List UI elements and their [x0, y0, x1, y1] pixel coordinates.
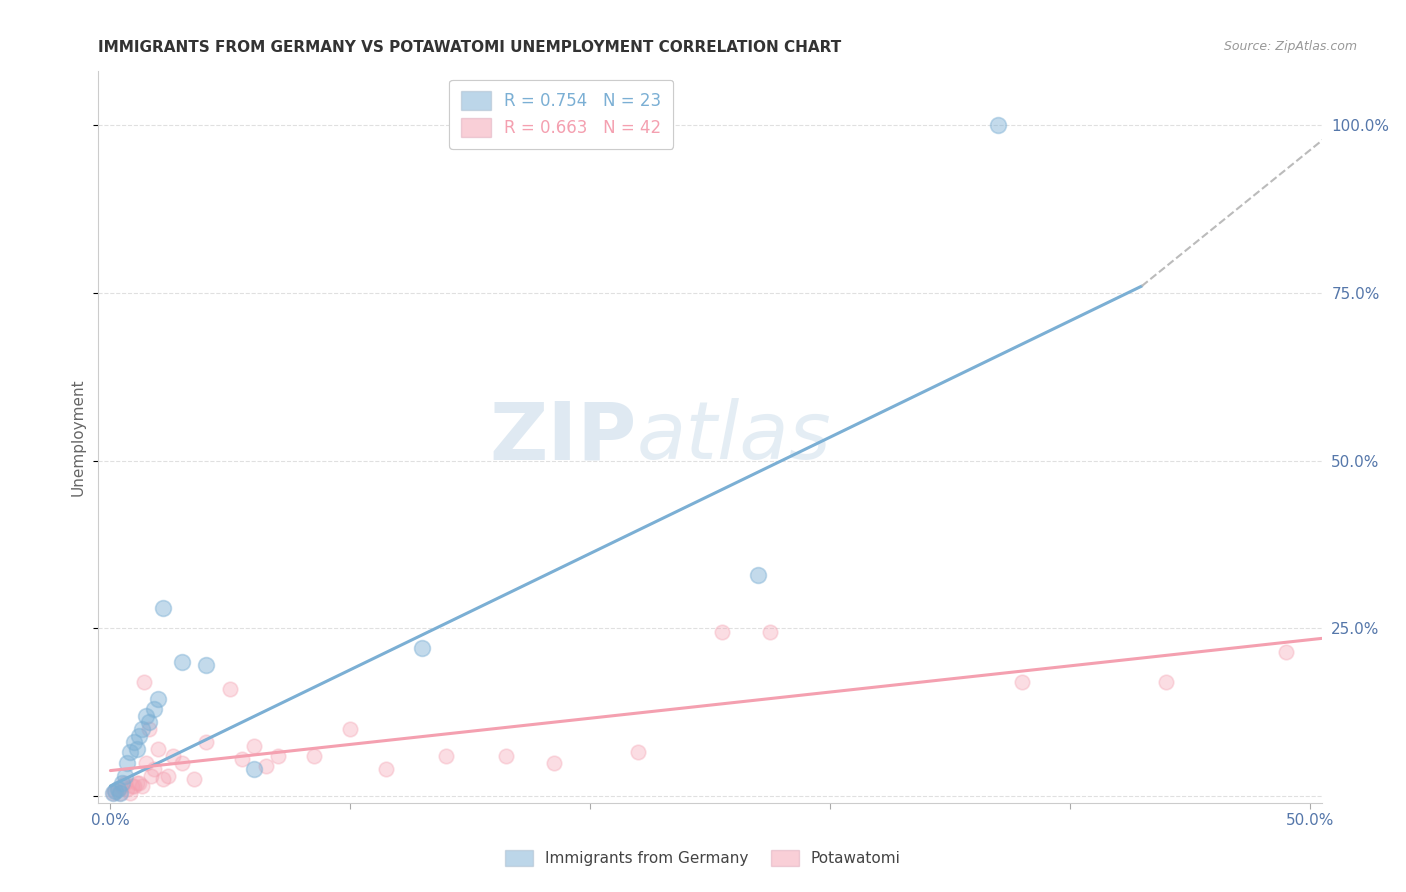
Point — [375, 762, 398, 776]
Point — [142, 702, 165, 716]
Point — [759, 624, 782, 639]
Point — [111, 775, 134, 789]
Point — [131, 779, 153, 793]
Point — [141, 769, 163, 783]
Point — [304, 748, 326, 763]
Point — [411, 641, 433, 656]
Point — [243, 762, 266, 776]
Point — [627, 746, 650, 760]
Point — [135, 756, 157, 770]
Point — [101, 786, 124, 800]
Point — [219, 681, 242, 696]
Point — [124, 779, 146, 793]
Point — [111, 779, 134, 793]
Point — [101, 786, 124, 800]
Point — [162, 748, 184, 763]
Point — [747, 567, 769, 582]
Point — [148, 691, 170, 706]
Point — [254, 759, 277, 773]
Point — [104, 783, 127, 797]
Point — [1011, 675, 1033, 690]
Point — [495, 748, 517, 763]
Point — [125, 775, 148, 789]
Point — [121, 779, 143, 793]
Point — [156, 769, 179, 783]
Y-axis label: Unemployment: Unemployment — [70, 378, 86, 496]
Point — [1154, 675, 1177, 690]
Point — [172, 756, 194, 770]
Point — [118, 786, 141, 800]
Point — [118, 746, 141, 760]
Point — [104, 783, 127, 797]
Point — [138, 715, 160, 730]
Point — [135, 708, 157, 723]
Point — [434, 748, 457, 763]
Point — [107, 782, 129, 797]
Point — [243, 739, 266, 753]
Point — [132, 675, 155, 690]
Text: Source: ZipAtlas.com: Source: ZipAtlas.com — [1223, 40, 1357, 54]
Point — [148, 742, 170, 756]
Point — [987, 118, 1010, 132]
Point — [142, 762, 165, 776]
Point — [114, 769, 136, 783]
Point — [107, 782, 129, 797]
Point — [172, 655, 194, 669]
Point — [115, 756, 138, 770]
Text: atlas: atlas — [637, 398, 831, 476]
Point — [183, 772, 205, 787]
Point — [1274, 645, 1296, 659]
Point — [711, 624, 734, 639]
Point — [543, 756, 565, 770]
Point — [128, 729, 150, 743]
Point — [108, 786, 131, 800]
Legend: R = 0.754   N = 23, R = 0.663   N = 42: R = 0.754 N = 23, R = 0.663 N = 42 — [450, 79, 673, 149]
Point — [195, 658, 218, 673]
Point — [152, 601, 174, 615]
Point — [108, 786, 131, 800]
Point — [128, 775, 150, 789]
Point — [124, 735, 146, 749]
Legend: Immigrants from Germany, Potawatomi: Immigrants from Germany, Potawatomi — [496, 840, 910, 875]
Point — [231, 752, 253, 766]
Text: IMMIGRANTS FROM GERMANY VS POTAWATOMI UNEMPLOYMENT CORRELATION CHART: IMMIGRANTS FROM GERMANY VS POTAWATOMI UN… — [98, 40, 842, 55]
Point — [267, 748, 290, 763]
Point — [115, 782, 138, 797]
Point — [339, 722, 361, 736]
Point — [131, 722, 153, 736]
Point — [195, 735, 218, 749]
Point — [152, 772, 174, 787]
Point — [114, 775, 136, 789]
Point — [138, 722, 160, 736]
Point — [125, 742, 148, 756]
Text: ZIP: ZIP — [489, 398, 637, 476]
